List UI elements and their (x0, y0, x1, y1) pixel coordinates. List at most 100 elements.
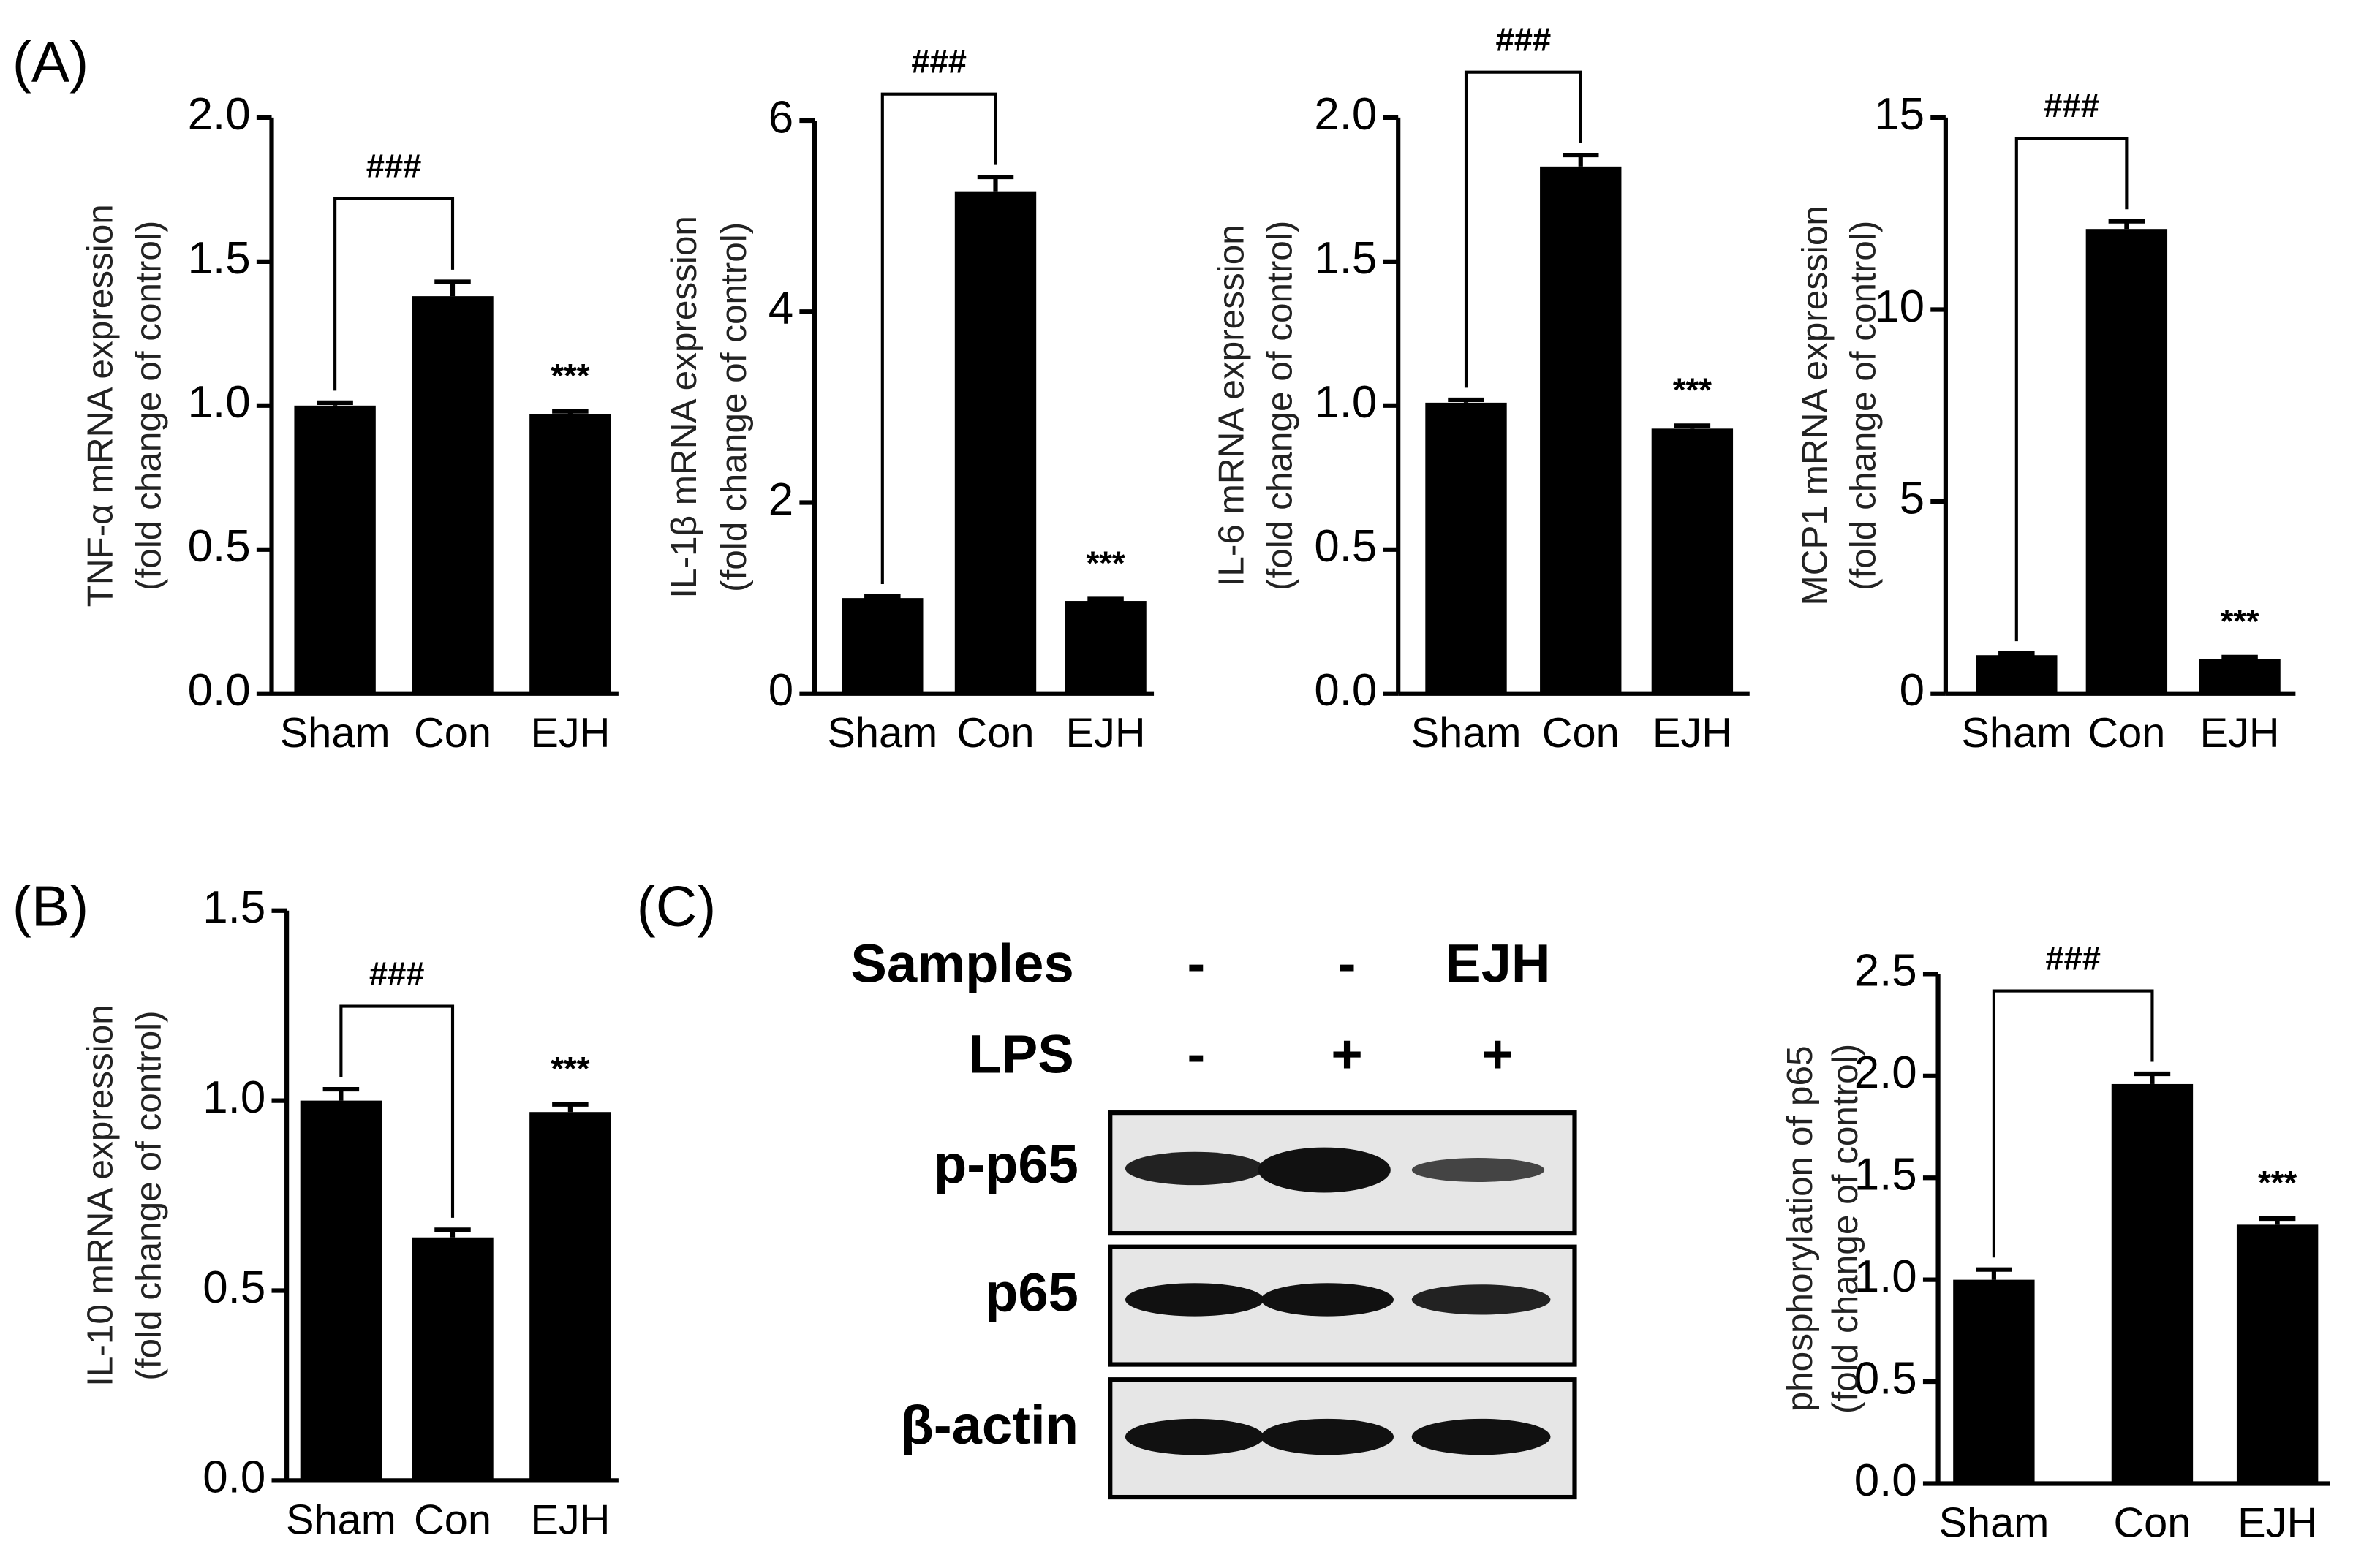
y-axis-label: (fold change of control) (1843, 221, 1884, 591)
x-tick-label: Sham (1938, 1500, 2049, 1547)
y-axis-label: MCP1 mRNA expression (1795, 205, 1835, 605)
bar (842, 598, 924, 694)
y-axis-label: (fold change of control) (714, 222, 754, 592)
x-tick-label: Sham (286, 1496, 396, 1543)
y-tick-label: 1.5 (188, 233, 251, 284)
bracket-label: ### (1496, 20, 1552, 58)
x-tick-label: Sham (827, 710, 937, 757)
y-tick-label: 10 (1874, 281, 1925, 332)
blot-lane-label: EJH (1445, 933, 1550, 994)
x-tick-label: Sham (1961, 710, 2071, 757)
blot-lane-label: - (1187, 933, 1205, 994)
y-tick-label: 4 (768, 284, 793, 334)
bar (2199, 659, 2281, 694)
y-tick-label: 1.0 (1314, 377, 1377, 428)
blot-lane-label: + (1482, 1023, 1514, 1084)
blot-band (1125, 1418, 1264, 1455)
bar (529, 414, 611, 694)
star-label: *** (1673, 371, 1712, 409)
blot-row-label: p-p65 (934, 1134, 1079, 1194)
y-tick-label: 1.5 (1854, 1150, 1917, 1200)
x-tick-label: EJH (2200, 710, 2280, 757)
panel-label: (C) (637, 874, 717, 938)
y-tick-label: 2 (768, 474, 793, 525)
x-tick-label: EJH (530, 1496, 610, 1543)
bracket-label: ### (2044, 87, 2099, 124)
x-tick-label: Sham (1411, 710, 1522, 757)
y-tick-label: 0 (768, 665, 793, 716)
x-tick-label: EJH (1653, 710, 1732, 757)
y-tick-label: 0.0 (188, 665, 251, 716)
x-tick-label: EJH (1066, 710, 1146, 757)
y-tick-label: 1.0 (1854, 1251, 1917, 1302)
blot-row-label: p65 (985, 1262, 1079, 1322)
y-tick-label: 0.0 (1854, 1455, 1917, 1506)
bar (412, 1237, 494, 1481)
y-tick-label: 0.5 (1314, 521, 1377, 572)
x-tick-label: Con (2113, 1500, 2191, 1547)
y-tick-label: 1.0 (203, 1072, 265, 1123)
y-axis-label: (fold change of control) (129, 1010, 169, 1380)
y-axis-label: IL-6 mRNA expression (1211, 224, 1251, 586)
blot-row-label: β-actin (901, 1395, 1079, 1455)
star-label: *** (1087, 545, 1125, 582)
significance-bracket (2014, 137, 2129, 642)
bar (1976, 655, 2058, 694)
bar (1953, 1279, 2035, 1484)
y-tick-label: 1.5 (203, 882, 265, 933)
x-tick-label: EJH (530, 710, 610, 757)
bar (300, 1100, 382, 1481)
bar (294, 405, 376, 694)
panel-label: (B) (12, 874, 88, 938)
blot-lane-label: - (1338, 933, 1356, 994)
significance-bracket (1464, 70, 1582, 388)
blot-band (1125, 1283, 1264, 1317)
significance-bracket (880, 92, 997, 585)
y-tick-label: 2.0 (1314, 89, 1377, 140)
significance-bracket (1992, 989, 2154, 1258)
bar (1540, 166, 1622, 694)
star-label: *** (551, 1050, 589, 1087)
western-blot: Samples - - EJH LPS - + + p-p65 p65 β-ac… (850, 933, 1577, 1500)
blot-band (1411, 1158, 1545, 1182)
y-tick-label: 2.5 (1854, 946, 1917, 996)
y-tick-label: 0.5 (203, 1262, 265, 1313)
blot-band (1261, 1418, 1394, 1455)
bar (1425, 402, 1507, 694)
blot-band (1125, 1151, 1264, 1186)
bar (2111, 1083, 2194, 1484)
bracket-label: ### (2045, 939, 2101, 977)
bar (1651, 428, 1734, 694)
bracket-label: ### (911, 42, 967, 80)
blot-lane-label: - (1187, 1023, 1205, 1084)
y-axis-label: IL-10 mRNA expression (80, 1004, 121, 1387)
y-tick-label: 0.5 (1854, 1353, 1917, 1404)
y-tick-label: 0.0 (1314, 665, 1377, 716)
panel-label: (A) (12, 29, 88, 94)
bar (2236, 1224, 2319, 1484)
y-axis-label: TNF-α mRNA expression (80, 204, 121, 607)
significance-bracket (339, 1004, 455, 1218)
y-tick-label: 0.5 (188, 521, 251, 572)
x-tick-label: Sham (280, 710, 390, 757)
bar (412, 296, 494, 694)
y-tick-label: 6 (768, 92, 793, 143)
y-tick-label: 0 (1900, 665, 1925, 716)
blot-label: Samples (850, 933, 1073, 994)
y-axis-label: IL-1β mRNA expression (664, 216, 704, 599)
blot-band (1411, 1418, 1551, 1455)
significance-bracket (333, 197, 455, 391)
bracket-label: ### (366, 148, 422, 185)
y-tick-label: 1.0 (188, 377, 251, 428)
y-tick-label: 0.0 (203, 1453, 265, 1503)
y-tick-label: 15 (1874, 89, 1925, 140)
y-tick-label: 5 (1900, 473, 1925, 523)
bar (1065, 601, 1147, 694)
blot-label: LPS (968, 1023, 1073, 1084)
blot-band (1258, 1147, 1391, 1193)
blot-lane-label: + (1331, 1023, 1362, 1084)
x-tick-label: Con (1542, 710, 1620, 757)
star-label: *** (2258, 1164, 2297, 1202)
x-tick-label: Con (2088, 710, 2165, 757)
